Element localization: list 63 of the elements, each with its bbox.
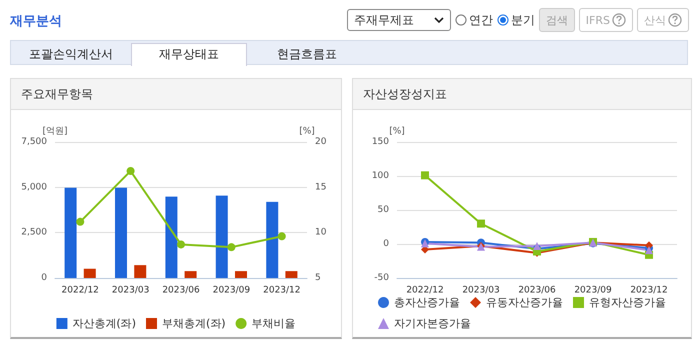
x-tick-label: 2023/06 [162, 286, 200, 296]
bar [216, 196, 228, 278]
bar [115, 188, 127, 278]
text: 산식 [637, 8, 689, 32]
y-tick-label: 50 [378, 205, 390, 215]
y-tick-label: 0 [41, 273, 48, 283]
x-tick-label: 2023/09 [212, 286, 250, 296]
bar [165, 196, 178, 278]
x-tick-label: 2023/03 [462, 286, 500, 296]
point [533, 242, 541, 250]
text: 검색 [538, 8, 575, 32]
legend-label: 유형자산증가율 [589, 296, 666, 309]
legend-label: 총자산증가율 [394, 296, 460, 309]
x-tick-label: 2023/12 [630, 286, 668, 296]
bar [134, 265, 146, 278]
legend-label: 자산총계(좌) [72, 317, 136, 330]
y-tick-label: 150 [372, 137, 390, 147]
y-tick-label: 5,000 [21, 182, 48, 192]
text: IFRS [578, 8, 633, 32]
legend-label: 자기자본증가율 [394, 317, 471, 330]
x-tick-label: 2023/12 [263, 286, 300, 296]
y-tick-label: 7,500 [21, 137, 48, 147]
text: 분기 [510, 12, 535, 28]
bar [266, 202, 278, 278]
bar [285, 271, 298, 278]
y2-tick-label: 10 [315, 228, 327, 238]
point [177, 240, 185, 248]
y2-tick-label: 5 [315, 273, 321, 283]
x-tick-label: 2022/12 [406, 286, 444, 296]
text: 재무상태표 [131, 43, 247, 66]
text: 주재무제표 [354, 12, 414, 28]
chart-title: 주요재무항목 [11, 79, 341, 110]
legend-label: 유동자산증가율 [486, 296, 563, 309]
y-axis-title: [%] [389, 126, 405, 136]
y-tick-label: -50 [374, 273, 390, 283]
text: 재무분석 [10, 13, 62, 30]
point [421, 171, 429, 180]
x-tick-label: 2023/09 [574, 286, 612, 296]
y2-tick-label: 20 [315, 137, 327, 147]
bar [235, 271, 247, 278]
y-axis-title: [억원] [42, 126, 68, 136]
x-tick-label: 2023/06 [518, 286, 556, 296]
point [76, 218, 84, 226]
chart-title: 자산성장성지표 [353, 79, 691, 110]
x-tick-label: 2022/12 [62, 286, 99, 296]
legend-label: 부채총계(좌) [162, 317, 226, 330]
x-tick-label: 2023/03 [112, 286, 150, 296]
text: 연간 [468, 12, 493, 28]
text: 포괄손익계산서 [28, 46, 114, 63]
text: 현금흐름표 [276, 46, 338, 63]
legend-label: 부채비율 [252, 317, 296, 330]
bar [64, 188, 77, 278]
point [477, 220, 485, 228]
y2-axis-title: [%] [299, 126, 315, 136]
point [278, 232, 286, 240]
bar [184, 271, 197, 278]
point [126, 167, 135, 176]
bar [84, 268, 96, 278]
point [227, 243, 236, 252]
y-tick-label: 100 [372, 171, 390, 181]
y2-tick-label: 15 [315, 182, 326, 192]
y-tick-label: 2,500 [21, 228, 48, 238]
y-tick-label: 0 [383, 239, 390, 249]
